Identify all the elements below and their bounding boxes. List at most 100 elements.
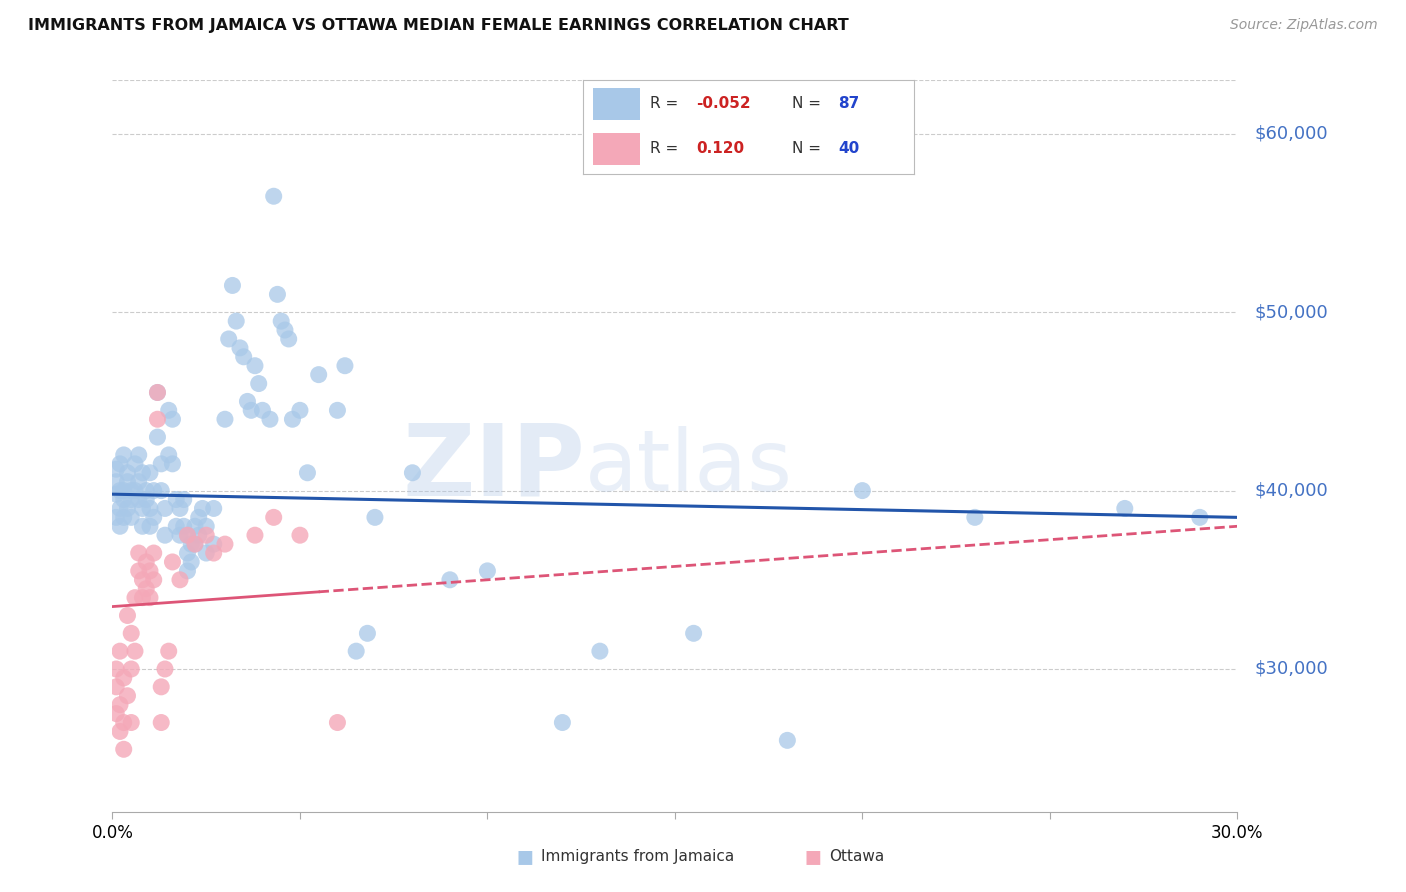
Point <box>120 510 142 524</box>
Point <box>165 519 187 533</box>
Point <box>139 466 162 480</box>
Point <box>589 644 612 658</box>
Point <box>288 528 311 542</box>
Point <box>176 546 198 560</box>
Point <box>157 448 180 462</box>
Point <box>105 706 128 721</box>
Point <box>139 591 162 605</box>
Point <box>202 501 225 516</box>
Point <box>356 626 378 640</box>
Point <box>187 528 209 542</box>
Point <box>139 564 162 578</box>
Point <box>180 555 202 569</box>
Text: atlas: atlas <box>585 426 793 509</box>
Point <box>214 537 236 551</box>
Point <box>124 591 146 605</box>
Point <box>112 492 135 507</box>
Point <box>112 742 135 756</box>
Point <box>146 385 169 400</box>
Point <box>131 466 153 480</box>
Point <box>105 475 128 489</box>
Text: $30,000: $30,000 <box>1254 660 1327 678</box>
Point <box>184 537 207 551</box>
Point <box>266 287 288 301</box>
Point <box>682 626 704 640</box>
Point <box>120 483 142 498</box>
Text: R =: R = <box>650 96 683 112</box>
Point <box>963 510 986 524</box>
Point <box>131 519 153 533</box>
Point <box>117 689 139 703</box>
Point <box>105 680 128 694</box>
Point <box>142 546 165 560</box>
Point <box>128 546 150 560</box>
Point <box>153 528 176 542</box>
Point <box>128 564 150 578</box>
Bar <box>593 87 640 120</box>
Point <box>326 715 349 730</box>
Point <box>214 412 236 426</box>
Point <box>551 715 574 730</box>
Point <box>117 475 139 489</box>
Point <box>139 501 162 516</box>
Point <box>105 462 128 476</box>
Point <box>165 492 187 507</box>
Point <box>135 492 157 507</box>
Point <box>128 492 150 507</box>
Point <box>142 573 165 587</box>
Point <box>120 662 142 676</box>
Point <box>195 519 218 533</box>
Point <box>142 510 165 524</box>
Text: $60,000: $60,000 <box>1254 125 1327 143</box>
Point <box>112 510 135 524</box>
Point <box>288 403 311 417</box>
Text: 87: 87 <box>838 96 859 112</box>
Point <box>333 359 356 373</box>
Point <box>124 483 146 498</box>
Point <box>236 394 259 409</box>
Point <box>364 510 387 524</box>
Point <box>112 715 135 730</box>
Point <box>225 314 247 328</box>
Point <box>150 457 173 471</box>
Text: Ottawa: Ottawa <box>830 849 884 863</box>
Point <box>202 546 225 560</box>
Point <box>120 492 142 507</box>
Point <box>142 483 165 498</box>
Text: ZIP: ZIP <box>402 419 585 516</box>
Text: Immigrants from Jamaica: Immigrants from Jamaica <box>541 849 734 863</box>
Text: $50,000: $50,000 <box>1254 303 1327 321</box>
Text: 40: 40 <box>838 141 859 156</box>
Point <box>150 680 173 694</box>
Point <box>851 483 873 498</box>
Point <box>243 359 266 373</box>
Text: Source: ZipAtlas.com: Source: ZipAtlas.com <box>1230 18 1378 32</box>
Text: 0.120: 0.120 <box>696 141 744 156</box>
Point <box>157 403 180 417</box>
Point <box>131 501 153 516</box>
Point <box>1114 501 1136 516</box>
Point <box>243 528 266 542</box>
Point <box>153 501 176 516</box>
Point <box>202 537 225 551</box>
Point <box>184 537 207 551</box>
Point <box>108 457 131 471</box>
Point <box>308 368 330 382</box>
Point <box>232 350 254 364</box>
Point <box>195 546 218 560</box>
Point <box>274 323 297 337</box>
Text: N =: N = <box>792 96 825 112</box>
Point <box>117 466 139 480</box>
Point <box>221 278 243 293</box>
Point <box>139 519 162 533</box>
Point <box>146 412 169 426</box>
Point <box>195 528 218 542</box>
Point <box>124 457 146 471</box>
Text: IMMIGRANTS FROM JAMAICA VS OTTAWA MEDIAN FEMALE EARNINGS CORRELATION CHART: IMMIGRANTS FROM JAMAICA VS OTTAWA MEDIAN… <box>28 18 849 33</box>
Point <box>157 644 180 658</box>
Point <box>105 487 128 501</box>
Point <box>105 662 128 676</box>
Point <box>124 644 146 658</box>
Point <box>191 501 214 516</box>
Point <box>146 385 169 400</box>
